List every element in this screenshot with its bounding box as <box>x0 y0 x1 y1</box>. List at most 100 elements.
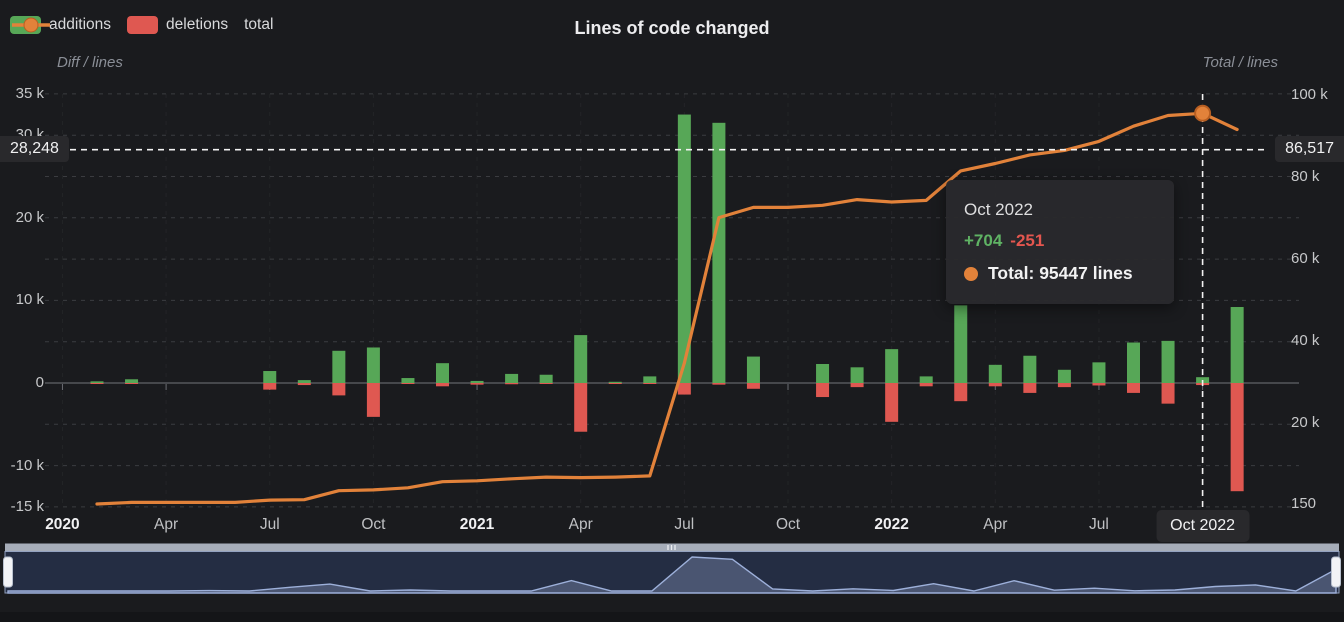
deletions-bar[interactable] <box>608 383 622 384</box>
crosshair-left-value-badge: 28,248 <box>0 135 69 162</box>
additions-bar[interactable] <box>1230 307 1244 383</box>
x-axis-tick-label: Apr <box>983 516 1008 533</box>
deletions-bar[interactable] <box>574 383 588 432</box>
deletions-bar[interactable] <box>1023 383 1037 393</box>
deletions-bar[interactable] <box>816 383 830 398</box>
additions-bar[interactable] <box>125 379 139 383</box>
right-axis-tick-label: 20 k <box>1291 413 1320 431</box>
additions-bar[interactable] <box>401 378 415 383</box>
x-axis-tick-label: Oct <box>361 516 386 533</box>
additions-bar[interactable] <box>1161 340 1175 383</box>
additions-bar[interactable] <box>954 305 968 383</box>
additions-bar[interactable] <box>1023 355 1037 383</box>
deletions-bar[interactable] <box>1161 383 1175 404</box>
navigator-right-handle[interactable] <box>1331 556 1341 588</box>
total-dot-icon <box>964 266 978 281</box>
deletions-bar[interactable] <box>90 383 104 384</box>
x-axis-tick-label: Jul <box>1089 516 1109 533</box>
tooltip-deletions: -251 <box>1010 231 1045 250</box>
deletions-bar[interactable] <box>1127 383 1140 393</box>
additions-bar[interactable] <box>1092 362 1106 383</box>
additions-bar[interactable] <box>608 381 622 383</box>
additions-bar[interactable] <box>988 364 1002 383</box>
legend-item-deletions[interactable]: deletions <box>127 16 228 34</box>
additions-bar[interactable] <box>850 367 864 383</box>
deletions-bar[interactable] <box>1230 383 1244 492</box>
additions-bar[interactable] <box>436 363 449 383</box>
additions-bar[interactable] <box>885 349 899 383</box>
left-axis-tick-label: 35 k <box>15 84 44 102</box>
legend-item-total[interactable]: total <box>12 16 274 34</box>
deletions-bar[interactable] <box>297 383 311 386</box>
right-axis-tick-label: 100 k <box>1291 85 1328 103</box>
right-axis-tick-label: 60 k <box>1291 249 1320 267</box>
right-axis-name: Total / lines <box>1202 54 1278 71</box>
left-axis-tick-label: -10 k <box>10 456 44 474</box>
additions-bar[interactable] <box>816 364 830 383</box>
deletions-bar[interactable] <box>436 383 449 387</box>
deletions-bar[interactable] <box>1057 383 1071 388</box>
additions-bar[interactable] <box>505 373 519 383</box>
deletions-bar[interactable] <box>954 383 968 402</box>
deletions-bar[interactable] <box>366 383 380 417</box>
total-highlight-dot[interactable] <box>1194 104 1212 122</box>
x-axis-tick-label: Apr <box>154 516 179 533</box>
deletions-bar[interactable] <box>885 383 899 422</box>
deletions-bar[interactable] <box>263 383 277 390</box>
right-axis-tick-label: 150 <box>1291 495 1317 512</box>
right-axis-tick-label: 80 k <box>1291 167 1320 185</box>
left-axis-tick-label: -15 k <box>10 497 44 515</box>
x-axis-tick-label: Jul <box>259 516 280 533</box>
deletions-bar[interactable] <box>332 383 346 396</box>
additions-bar[interactable] <box>297 380 311 383</box>
legend-label-total: total <box>244 16 274 33</box>
additions-bar[interactable] <box>712 122 726 383</box>
left-axis-name: Diff / lines <box>57 54 123 71</box>
tooltip-additions: +704 <box>964 231 1003 250</box>
tooltip-month: Oct 2022 <box>964 200 1033 219</box>
additions-bar[interactable] <box>90 381 104 383</box>
additions-bar[interactable] <box>263 371 277 383</box>
left-axis-tick-label: 20 k <box>15 208 44 226</box>
left-axis-tick-label: 10 k <box>15 291 44 309</box>
deletions-bar[interactable] <box>988 383 1002 387</box>
x-axis-tick-label: Apr <box>568 516 593 533</box>
additions-bar[interactable] <box>366 347 380 383</box>
additions-bar[interactable] <box>1127 342 1140 383</box>
deletions-bar[interactable] <box>712 383 726 385</box>
x-axis-tick-label: Jul <box>674 516 695 533</box>
legend-label-deletions: deletions <box>166 16 229 33</box>
deletions-bar[interactable] <box>919 383 933 387</box>
tooltip-total: Total: 95447 lines <box>988 263 1133 283</box>
navigator-left-handle[interactable] <box>3 556 13 588</box>
legend: additions deletions total <box>10 16 273 34</box>
deletions-bar[interactable] <box>1092 383 1106 386</box>
additions-bar[interactable] <box>643 376 657 383</box>
legend-label-additions: additions <box>49 16 112 33</box>
deletions-bar[interactable] <box>850 383 864 388</box>
additions-bar[interactable] <box>919 376 933 383</box>
deletions-bar[interactable] <box>539 383 553 384</box>
additions-bar[interactable] <box>746 356 760 383</box>
deletions-bar[interactable] <box>401 383 415 384</box>
additions-bar[interactable] <box>470 380 484 383</box>
additions-bar[interactable] <box>539 374 553 383</box>
total-line[interactable] <box>95 111 1239 506</box>
bottom-strip <box>0 612 1344 622</box>
left-axis-tick-label: 0 <box>35 374 44 391</box>
additions-bar[interactable] <box>332 350 346 383</box>
deletions-bar[interactable] <box>746 383 760 389</box>
additions-bar[interactable] <box>677 114 691 384</box>
deletions-bar[interactable] <box>677 383 691 395</box>
tooltip-diff: +704 -251 <box>964 231 1156 251</box>
deletions-bar[interactable] <box>470 383 484 385</box>
deletions-bar[interactable] <box>125 383 139 384</box>
deletions-bar[interactable] <box>643 383 657 384</box>
additions-bar[interactable] <box>1057 369 1071 383</box>
additions-bar[interactable] <box>574 335 588 383</box>
crosshair-right-value-badge: 86,517 <box>1275 135 1344 162</box>
deletions-bar[interactable] <box>505 383 519 385</box>
crosshair-x-label-badge: Oct 2022 <box>1156 510 1250 542</box>
right-axis-tick-label: 40 k <box>1291 331 1320 349</box>
